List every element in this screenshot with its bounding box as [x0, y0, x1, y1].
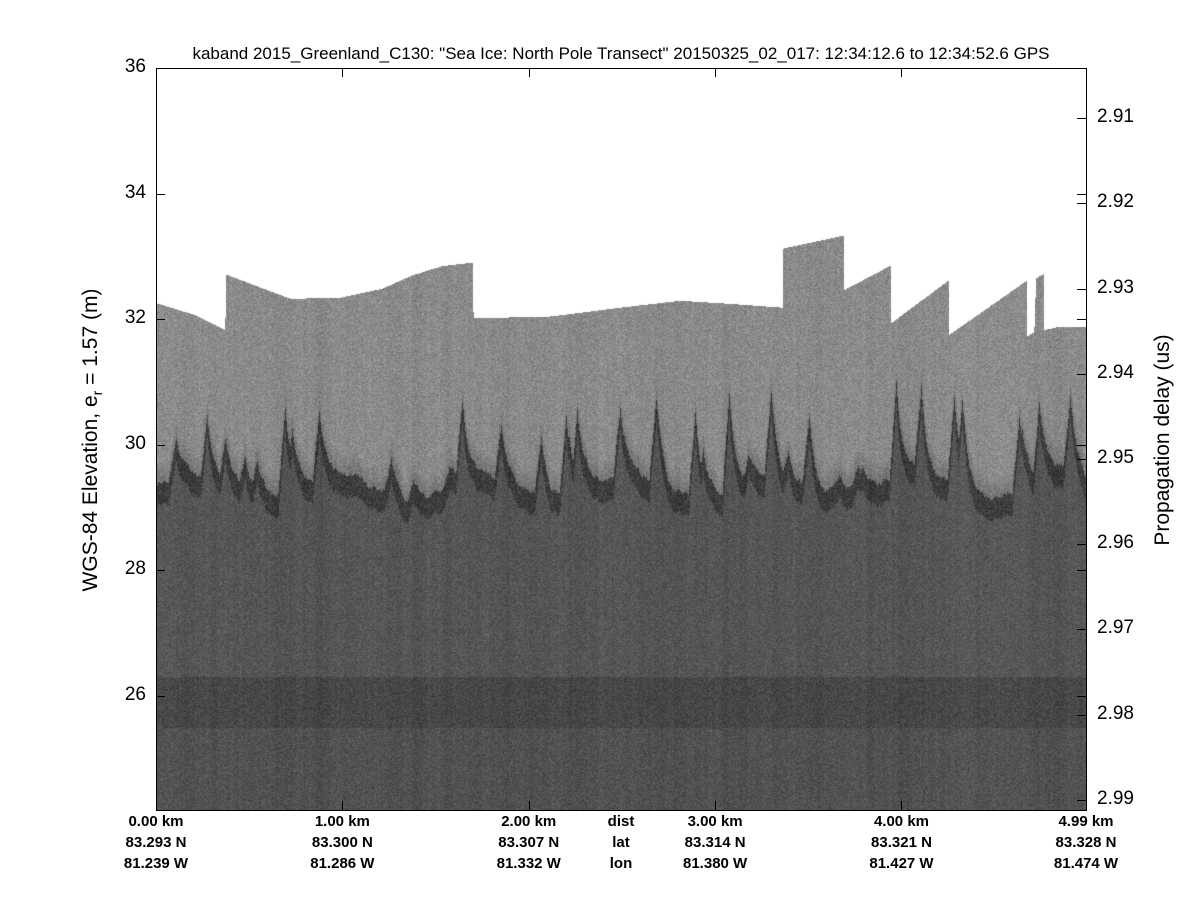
x-row-label-lon: lon [609, 855, 633, 872]
y-tick-left-right-edge [1077, 68, 1086, 69]
x-tick-bottom [342, 801, 344, 810]
y-tick-label-right: 2.92 [1097, 191, 1134, 213]
y-tick-right [1077, 459, 1086, 461]
x-tick-bottom [715, 801, 717, 810]
x-tick-bottom [901, 801, 903, 810]
y-tick-left-right-edge [1077, 444, 1086, 446]
y-tick-left [156, 695, 165, 697]
x-tick-label-lon: 81.239 W [123, 855, 189, 872]
y-tick-right [1077, 203, 1086, 205]
y-tick-right [1077, 629, 1086, 631]
x-tick-label-lat: 83.293 N [125, 834, 187, 851]
y-tick-label-right: 2.93 [1097, 276, 1134, 298]
y-tick-label-left: 30 [124, 432, 146, 454]
y-tick-label-right: 2.98 [1097, 702, 1134, 724]
y-tick-label-right: 2.95 [1097, 447, 1134, 469]
echogram-image [156, 68, 1086, 810]
x-tick-label-lat: 83.307 N [498, 834, 560, 851]
y-tick-left-right-edge [1077, 695, 1086, 697]
y-tick-right [1077, 118, 1086, 120]
chart-title: kaband 2015_Greenland_C130: "Sea Ice: No… [192, 44, 1050, 63]
y-tick-left-right-edge [1077, 570, 1086, 572]
x-tick-label-lon: 81.286 W [310, 855, 375, 872]
y-tick-right [1077, 373, 1086, 375]
x-tick-label-dist: 4.00 km [873, 813, 929, 830]
y-label-text: WGS-84 Elevation, e [78, 395, 102, 592]
y-tick-right [1077, 799, 1086, 801]
y-axis-label-left: WGS-84 Elevation, er = 1.57 (m) [79, 289, 105, 592]
y-tick-label-left: 36 [124, 56, 146, 77]
y-tick-label-right: 2.96 [1097, 532, 1134, 554]
y-tick-label-left: 34 [124, 181, 146, 203]
x-tick-label-lat: 83.328 N [1055, 834, 1117, 851]
x-tick-bottom [528, 801, 530, 810]
y-label-subscript: r [89, 390, 106, 396]
x-tick-top [715, 68, 717, 77]
x-tick-top [528, 68, 530, 77]
y-tick-right [1077, 714, 1086, 716]
x-tick-top [342, 68, 344, 77]
y-tick-label-left: 32 [124, 307, 146, 329]
y-tick-label-right: 2.94 [1097, 361, 1134, 383]
x-tick-label-dist: 2.00 km [501, 813, 557, 830]
y-tick-left [156, 570, 165, 572]
x-tick-label-dist: 0.00 km [128, 813, 184, 830]
x-tick-label-dist: 1.00 km [314, 813, 370, 830]
y-tick-left [156, 193, 165, 195]
y-tick-right [1077, 544, 1086, 546]
y-label-unit: = 1.57 (m) [78, 288, 102, 391]
x-tick-label-lon: 81.332 W [496, 855, 561, 872]
x-tick-label-lat: 83.300 N [311, 834, 373, 851]
y-tick-label-left: 26 [124, 683, 146, 705]
y-tick-left [156, 444, 165, 446]
y-tick-label-right: 2.97 [1097, 617, 1134, 639]
y-tick-label-right: 2.99 [1097, 787, 1134, 809]
y-tick-label-left: 28 [124, 558, 146, 580]
y-tick-label-right: 2.91 [1097, 106, 1134, 128]
x-row-label-dist: dist [607, 813, 635, 830]
y-tick-left-right-edge [1077, 319, 1086, 321]
y-tick-left [156, 68, 165, 69]
x-tick-label-dist: 3.00 km [687, 813, 743, 830]
x-tick-label-lat: 83.321 N [871, 834, 932, 851]
x-tick-label-lon: 81.380 W [683, 855, 748, 872]
x-tick-label-dist: 4.99 km [1058, 813, 1114, 830]
x-tick-top [901, 68, 903, 77]
y-tick-left [156, 319, 165, 321]
x-row-label-lat: lat [612, 834, 630, 851]
x-tick-label-lon: 81.427 W [869, 855, 934, 872]
x-tick-label-lat: 83.314 N [684, 834, 746, 851]
y-tick-right [1077, 288, 1086, 290]
y-axis-label-right: Propagation delay (us) [1151, 334, 1174, 546]
y-tick-left-right-edge [1077, 193, 1086, 195]
x-tick-label-lon: 81.474 W [1053, 855, 1119, 872]
plot-area [156, 68, 1086, 810]
